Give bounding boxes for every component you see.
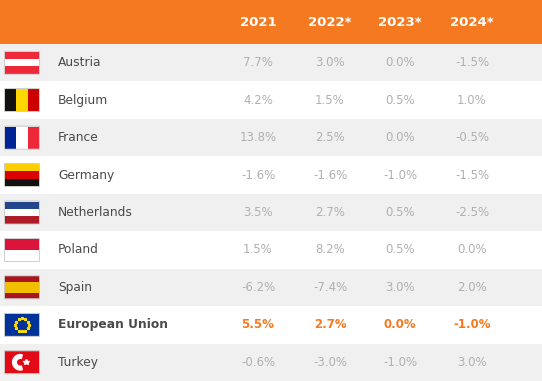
Bar — [0, 119, 542, 156]
Text: 0.5%: 0.5% — [385, 206, 415, 219]
FancyBboxPatch shape — [4, 163, 40, 187]
Text: -7.4%: -7.4% — [313, 281, 347, 294]
Bar — [0, 306, 542, 344]
Text: -1.0%: -1.0% — [453, 319, 491, 331]
Text: European Union: European Union — [58, 319, 168, 331]
Text: Netherlands: Netherlands — [58, 206, 133, 219]
Text: -0.6%: -0.6% — [241, 356, 275, 369]
FancyBboxPatch shape — [4, 239, 40, 261]
Bar — [5, 126, 16, 149]
Bar — [16, 126, 28, 149]
Bar — [5, 250, 39, 261]
Text: 3.0%: 3.0% — [315, 56, 345, 69]
Text: 4.2%: 4.2% — [243, 94, 273, 107]
Bar — [0, 44, 542, 82]
Text: 1.5%: 1.5% — [243, 243, 273, 256]
FancyBboxPatch shape — [4, 89, 40, 112]
Bar — [5, 239, 39, 250]
FancyBboxPatch shape — [4, 351, 40, 374]
Text: 8.2%: 8.2% — [315, 243, 345, 256]
Bar — [0, 0, 542, 44]
Text: -1.0%: -1.0% — [383, 356, 417, 369]
Bar — [5, 171, 39, 179]
Bar — [0, 194, 542, 231]
Text: 2022*: 2022* — [308, 16, 352, 29]
Text: 2.7%: 2.7% — [314, 319, 346, 331]
Text: 3.5%: 3.5% — [243, 206, 273, 219]
Text: 1.0%: 1.0% — [457, 94, 487, 107]
Text: 2.5%: 2.5% — [315, 131, 345, 144]
Bar — [5, 216, 39, 224]
Text: Spain: Spain — [58, 281, 92, 294]
Text: -0.5%: -0.5% — [455, 131, 489, 144]
Text: 3.0%: 3.0% — [385, 281, 415, 294]
Bar — [28, 89, 39, 111]
Bar — [5, 89, 16, 111]
Bar — [0, 82, 542, 119]
Bar — [5, 66, 39, 74]
Text: Austria: Austria — [58, 56, 101, 69]
Bar — [0, 344, 542, 381]
FancyBboxPatch shape — [4, 314, 40, 336]
Text: France: France — [58, 131, 99, 144]
Bar — [28, 126, 39, 149]
Text: -3.0%: -3.0% — [313, 356, 347, 369]
Text: Turkey: Turkey — [58, 356, 98, 369]
Text: -1.6%: -1.6% — [241, 168, 275, 182]
Bar — [0, 231, 542, 269]
Text: -1.6%: -1.6% — [313, 168, 347, 182]
Text: 0.5%: 0.5% — [385, 243, 415, 256]
Wedge shape — [12, 355, 22, 370]
Text: 2021: 2021 — [240, 16, 276, 29]
Text: -1.5%: -1.5% — [455, 56, 489, 69]
Text: Belgium: Belgium — [58, 94, 108, 107]
Text: 0.0%: 0.0% — [385, 56, 415, 69]
Text: 5.5%: 5.5% — [242, 319, 274, 331]
Text: -6.2%: -6.2% — [241, 281, 275, 294]
Bar — [5, 52, 39, 59]
FancyBboxPatch shape — [4, 126, 40, 149]
Text: 13.8%: 13.8% — [240, 131, 276, 144]
Text: 1.5%: 1.5% — [315, 94, 345, 107]
Bar — [0, 156, 542, 194]
Text: Poland: Poland — [58, 243, 99, 256]
Text: 3.0%: 3.0% — [457, 356, 487, 369]
Text: 0.0%: 0.0% — [384, 319, 416, 331]
FancyBboxPatch shape — [4, 201, 40, 224]
Bar — [5, 202, 39, 209]
Bar — [5, 276, 39, 282]
Bar — [5, 209, 39, 216]
Text: 2.0%: 2.0% — [457, 281, 487, 294]
Text: 0.0%: 0.0% — [457, 243, 487, 256]
Text: 2023*: 2023* — [378, 16, 422, 29]
Text: 2024*: 2024* — [450, 16, 494, 29]
Bar — [16, 89, 28, 111]
Bar — [5, 282, 39, 293]
Text: 0.0%: 0.0% — [385, 131, 415, 144]
Bar — [5, 293, 39, 298]
Text: -1.0%: -1.0% — [383, 168, 417, 182]
FancyBboxPatch shape — [4, 276, 40, 299]
Text: 7.7%: 7.7% — [243, 56, 273, 69]
Text: Germany: Germany — [58, 168, 114, 182]
Text: 2.7%: 2.7% — [315, 206, 345, 219]
Bar — [0, 269, 542, 306]
Text: 0.5%: 0.5% — [385, 94, 415, 107]
Bar — [5, 164, 39, 171]
Text: -1.5%: -1.5% — [455, 168, 489, 182]
FancyBboxPatch shape — [4, 51, 40, 74]
Bar — [5, 179, 39, 186]
Text: -2.5%: -2.5% — [455, 206, 489, 219]
Bar — [5, 59, 39, 66]
